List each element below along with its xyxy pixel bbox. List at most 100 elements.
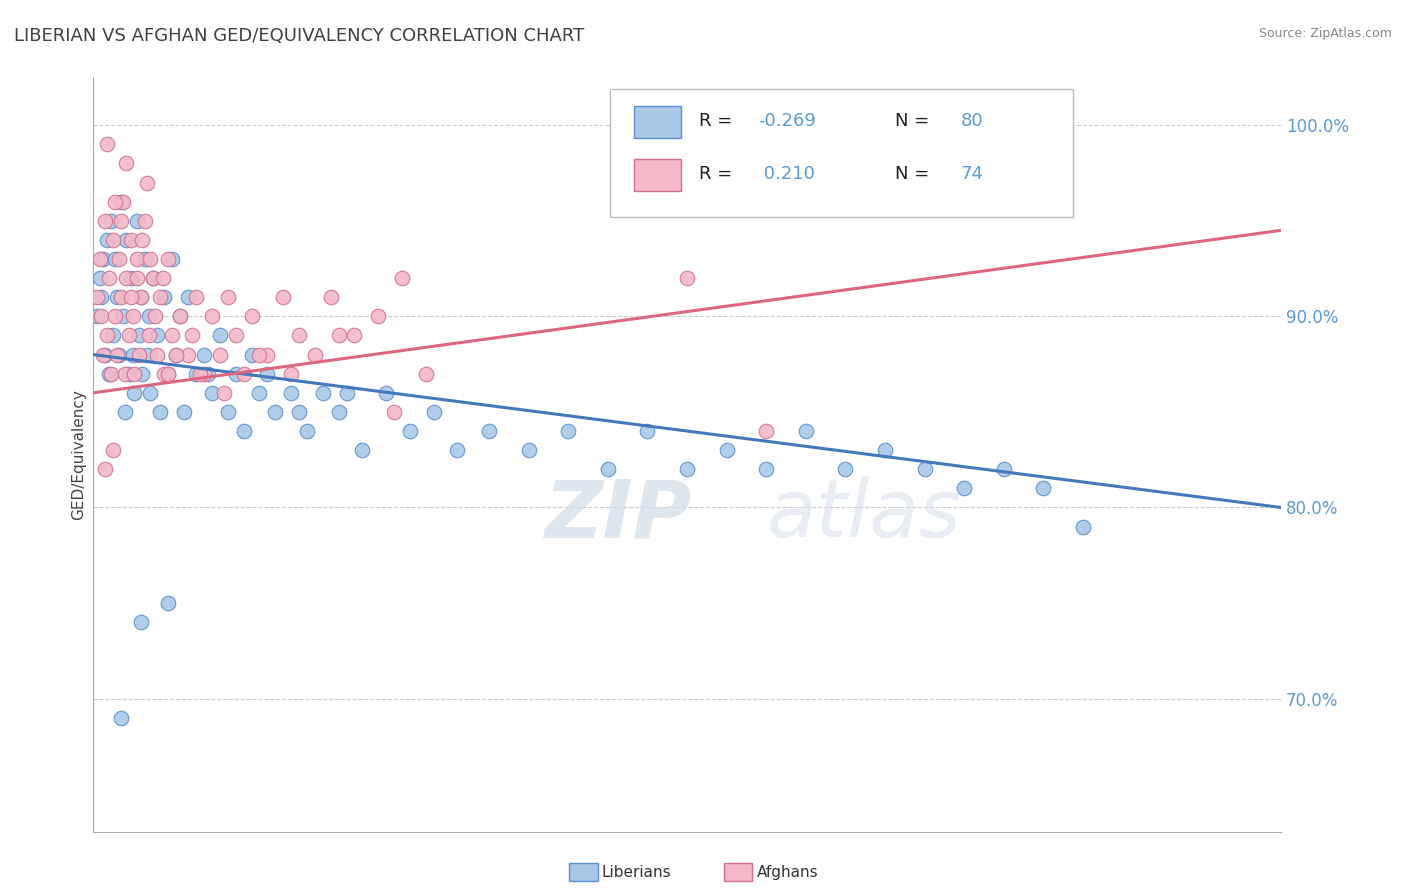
Point: [446, 443, 468, 458]
Text: 80: 80: [960, 112, 983, 130]
Point: [375, 385, 398, 400]
Point: [89, 271, 111, 285]
Point: [118, 367, 141, 381]
Point: [188, 367, 211, 381]
Point: [121, 348, 143, 362]
Point: [100, 214, 122, 228]
Point: [128, 348, 150, 362]
Point: [184, 367, 207, 381]
Point: [382, 405, 405, 419]
Text: N =: N =: [896, 112, 935, 130]
Point: [280, 385, 302, 400]
Text: 74: 74: [960, 165, 983, 183]
Point: [107, 348, 129, 362]
Text: 0.210: 0.210: [758, 165, 815, 183]
Point: [517, 443, 540, 458]
Point: [94, 462, 117, 476]
Point: [914, 462, 936, 476]
Point: [136, 348, 159, 362]
Point: [217, 405, 239, 419]
Point: [165, 348, 187, 362]
Point: [120, 271, 142, 285]
Point: [138, 328, 160, 343]
Point: [1032, 481, 1054, 495]
Point: [232, 424, 254, 438]
Point: [129, 615, 152, 629]
Point: [415, 367, 437, 381]
Point: [157, 367, 180, 381]
Point: [121, 310, 143, 324]
Point: [343, 328, 366, 343]
Point: [177, 348, 200, 362]
Point: [100, 367, 122, 381]
Point: [212, 385, 235, 400]
Point: [129, 290, 152, 304]
Point: [181, 328, 204, 343]
Point: [225, 367, 247, 381]
Point: [208, 348, 231, 362]
Y-axis label: GED/Equivalency: GED/Equivalency: [72, 390, 86, 520]
Point: [107, 252, 129, 266]
Point: [96, 233, 118, 247]
Point: [104, 252, 127, 266]
Point: [139, 385, 162, 400]
Point: [153, 367, 176, 381]
Text: atlas: atlas: [766, 476, 962, 554]
Point: [98, 367, 121, 381]
Point: [101, 328, 124, 343]
Point: [304, 348, 326, 362]
Point: [94, 348, 117, 362]
Point: [91, 252, 114, 266]
Point: [96, 137, 118, 152]
Point: [120, 290, 142, 304]
Point: [201, 310, 224, 324]
Point: [131, 367, 153, 381]
Point: [240, 310, 263, 324]
Point: [129, 290, 152, 304]
Point: [873, 443, 896, 458]
Point: [101, 443, 124, 458]
Point: [794, 424, 817, 438]
Point: [249, 385, 271, 400]
Point: [145, 328, 167, 343]
Point: [142, 271, 165, 285]
Point: [208, 328, 231, 343]
Point: [249, 348, 271, 362]
Point: [177, 290, 200, 304]
Text: ZIP: ZIP: [544, 476, 692, 554]
Point: [557, 424, 579, 438]
Text: -0.269: -0.269: [758, 112, 817, 130]
Point: [114, 367, 136, 381]
FancyBboxPatch shape: [634, 159, 681, 191]
Text: Afghans: Afghans: [756, 865, 818, 880]
Point: [676, 271, 699, 285]
Point: [142, 271, 165, 285]
Point: [149, 290, 172, 304]
Point: [162, 252, 184, 266]
Point: [596, 462, 619, 476]
Text: R =: R =: [699, 112, 738, 130]
Point: [335, 385, 357, 400]
Point: [110, 290, 132, 304]
Point: [152, 271, 174, 285]
Point: [120, 233, 142, 247]
Point: [169, 310, 191, 324]
Point: [256, 367, 278, 381]
Text: N =: N =: [896, 165, 935, 183]
Point: [90, 290, 112, 304]
Point: [193, 348, 215, 362]
Point: [240, 348, 263, 362]
Point: [110, 711, 132, 725]
Point: [422, 405, 444, 419]
Point: [193, 367, 215, 381]
Point: [91, 348, 114, 362]
Point: [271, 290, 294, 304]
Point: [128, 328, 150, 343]
Point: [755, 424, 778, 438]
Point: [755, 462, 778, 476]
Point: [114, 405, 136, 419]
Point: [993, 462, 1015, 476]
Point: [90, 310, 112, 324]
Point: [115, 271, 138, 285]
Point: [131, 233, 153, 247]
